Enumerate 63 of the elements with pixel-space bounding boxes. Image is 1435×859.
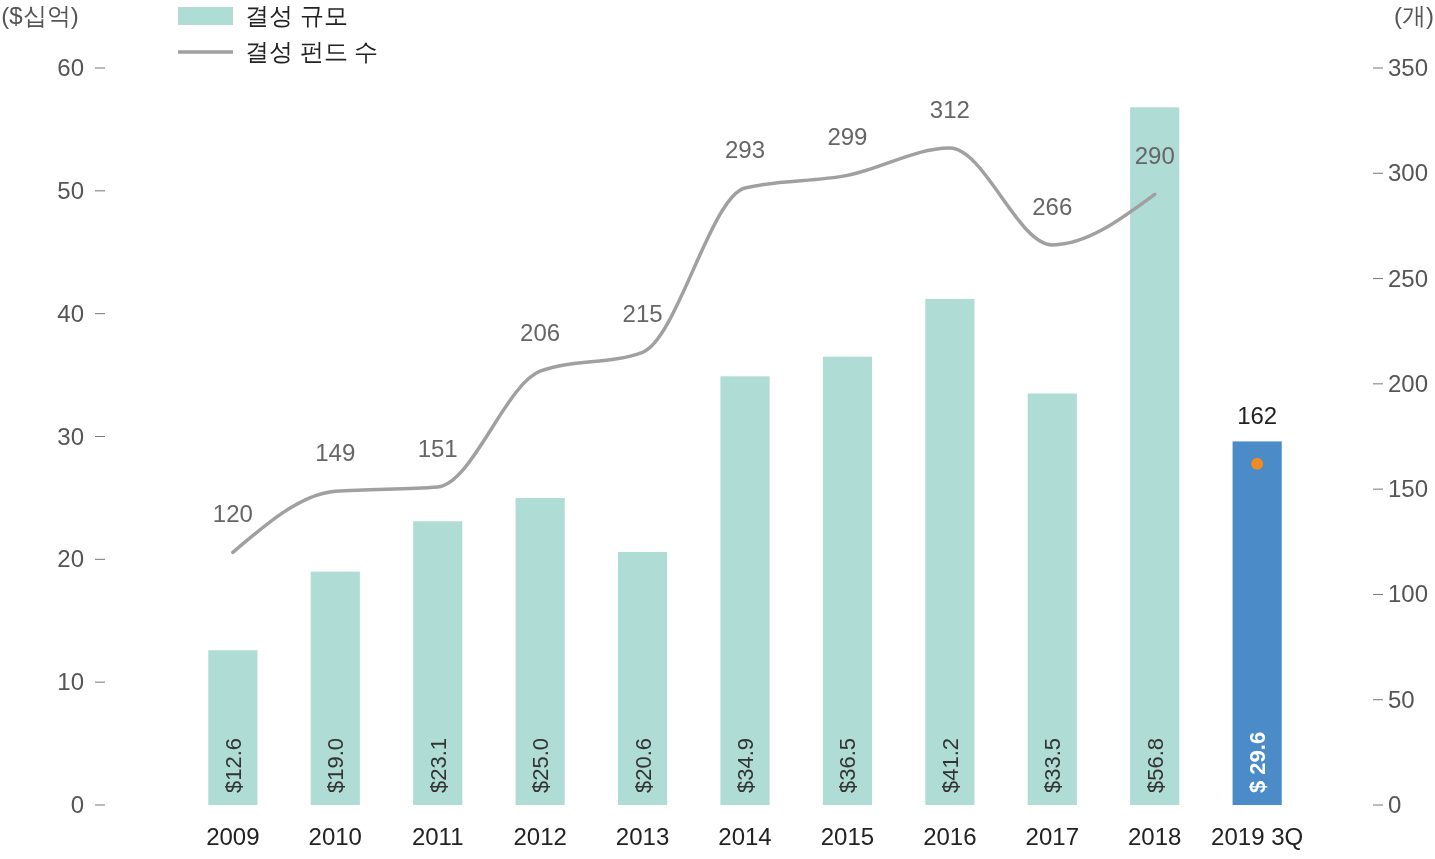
y2-tick-label: 350 [1388,54,1429,81]
x-tick-label: 2012 [513,823,567,850]
data-label: 299 [827,123,868,151]
bar [720,376,770,805]
y-axis-title: ($십억) [1,2,79,29]
y2-tick-label: 250 [1388,264,1429,292]
data-label: $36.5 [835,737,861,793]
bar [617,551,668,805]
y-tick-label: 20 [57,545,84,573]
y-tick-label: 0 [70,791,84,818]
data-label: 290 [1134,142,1175,170]
bar [925,298,975,805]
data-label: $20.6 [630,737,656,793]
bar [208,650,258,805]
x-tick-label: 2016 [923,823,977,850]
x-tick-label: 2010 [308,823,362,850]
data-label: $56.8 [1142,737,1168,793]
data-label: $33.5 [1040,737,1066,793]
data-label: $41.2 [937,737,963,793]
x-tick-label: 2015 [820,823,875,850]
bar [310,571,360,805]
data-label: 151 [417,435,458,463]
data-label: 312 [929,96,970,124]
x-tick-label: 2018 [1128,823,1182,850]
data-label: 293 [724,136,766,164]
x-tick-label: 2014 [718,823,772,850]
bar [822,356,873,805]
x-tick-label: 2013 [615,823,670,850]
data-label: 215 [622,300,663,328]
data-label: $ 29.6 [1245,731,1271,793]
data-label: 149 [315,439,356,467]
data-label: $23.1 [425,737,451,793]
bar [515,497,565,805]
legend-label: 결성 펀드 수 [245,38,379,65]
data-label: $25.0 [528,737,554,793]
y-tick-label: 10 [57,668,84,696]
legend-label: 결성 규모 [245,2,348,29]
y2-tick-label: 150 [1388,475,1429,503]
x-tick-label: 2017 [1025,823,1079,850]
y2-axis-title: (개) [1394,2,1434,29]
x-tick-label: 2009 [206,823,260,850]
data-label: $19.0 [323,737,349,793]
y2-tick-label: 200 [1388,369,1429,397]
y-tick-label: 60 [57,54,84,81]
bar [1130,107,1180,805]
y2-tick-label: 300 [1388,159,1429,187]
y-tick-label: 50 [57,176,84,204]
y-tick-label: 30 [57,422,84,450]
data-label: 120 [212,500,253,528]
y2-tick-label: 50 [1388,685,1415,713]
y2-tick-label: 100 [1388,580,1429,608]
data-label: 162 [1237,401,1278,429]
data-label: 206 [520,319,561,347]
data-label: $12.6 [220,737,246,793]
bar [413,521,463,805]
y2-tick-label: 0 [1388,791,1402,818]
data-label: $34.9 [733,737,758,793]
y-tick-label: 40 [57,299,84,327]
x-tick-label: 2019 3Q [1211,823,1304,850]
data-label: 266 [1032,192,1073,220]
bar [1027,393,1077,805]
bar [1232,441,1282,805]
x-tick-label: 2011 [411,823,464,850]
